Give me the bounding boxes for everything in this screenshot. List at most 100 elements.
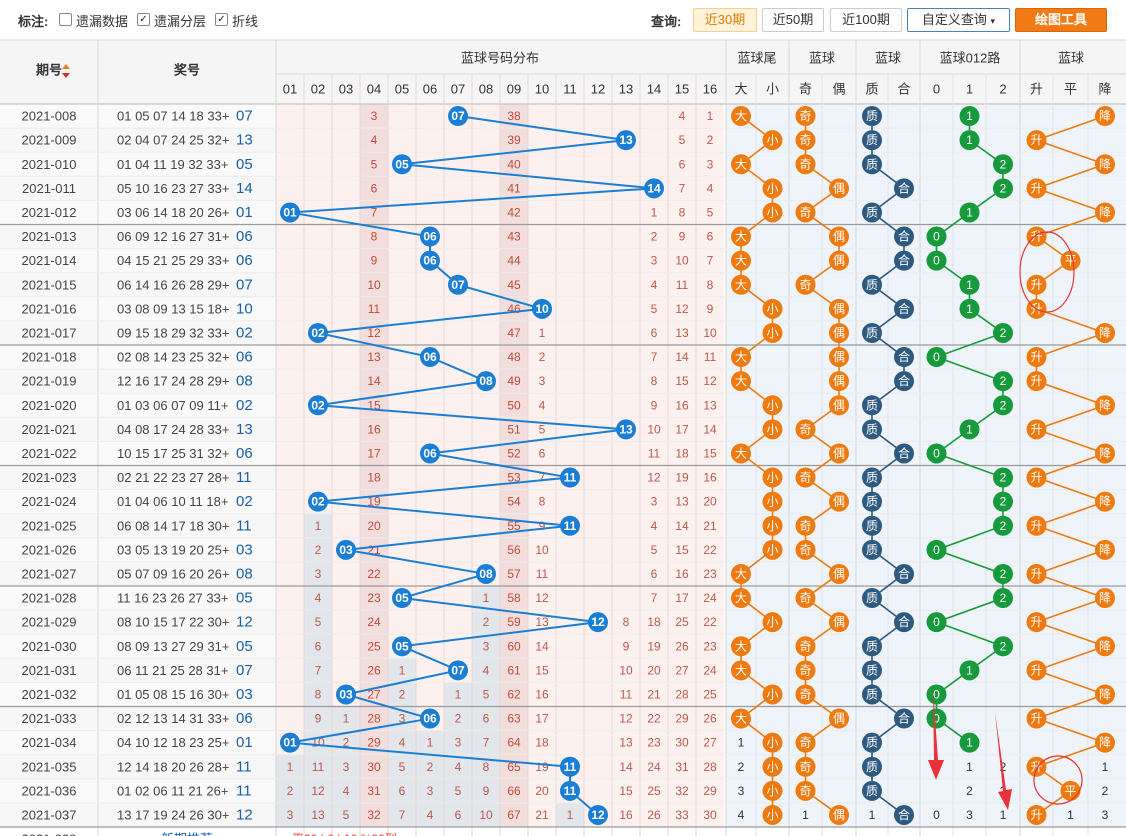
annotation-ellipse: [1033, 755, 1083, 805]
missing-layer-checkbox[interactable]: ✓: [137, 13, 150, 26]
blue-ball-label: 01: [283, 205, 297, 219]
trend-marker: [1026, 274, 1047, 295]
blue-ball-number: 13: [236, 421, 253, 438]
oe-label: 偶: [833, 446, 845, 460]
missing-count: 5: [455, 784, 462, 798]
prize-cell: 08 10 15 17 22 30+ 12: [117, 614, 253, 631]
oe-label: 奇: [799, 639, 811, 653]
missing-count: 26: [703, 712, 717, 726]
missing-count: 4: [427, 808, 434, 822]
tail-marker: [762, 202, 783, 223]
oe-label: 奇: [799, 736, 811, 750]
period-cell: 2021-013: [22, 229, 77, 244]
missing-layer-cell: [332, 778, 360, 803]
period-cell: 2021-027: [22, 566, 77, 581]
tail-col-header: 大: [734, 82, 747, 97]
missing-count: 7: [539, 471, 546, 485]
prize-cell: 03 08 09 13 15 18+ 10: [117, 300, 253, 317]
r012-label: 0: [933, 254, 940, 268]
missing-layer-cell: [304, 706, 332, 731]
blue-ball-number: 11: [236, 469, 252, 486]
missing-count: 12: [367, 326, 381, 340]
trend-label: 升: [1030, 181, 1042, 195]
blue-ball-label: 13: [619, 422, 633, 436]
missing-count: 4: [539, 398, 546, 412]
missing-count: 5: [651, 302, 658, 316]
oe-label: 奇: [799, 591, 811, 605]
missing-count: 9: [679, 230, 686, 244]
trend-label: 降: [1099, 591, 1111, 605]
missing-count: 10: [479, 808, 493, 822]
missing-count: 30: [675, 736, 689, 750]
range-30-button[interactable]: 近30期: [693, 8, 757, 32]
draw-tool-button[interactable]: 绘图工具: [1015, 8, 1107, 32]
custom-query-dropdown[interactable]: 自定义查询 ▾: [907, 8, 1010, 32]
blue-ball-marker: [420, 708, 440, 729]
tail-marker: [731, 443, 751, 464]
r012-col-header: 1: [966, 82, 973, 97]
missing-layer-cell: [472, 706, 500, 731]
header-bg: [0, 40, 1126, 104]
pc-marker: [894, 250, 914, 271]
pc-label: 合: [898, 373, 910, 388]
missing-count: 4: [651, 278, 658, 292]
row-bg: [0, 778, 276, 803]
missing-count: 9: [707, 302, 714, 316]
prize-cell: 01 04 11 19 32 33+ 05: [117, 156, 253, 173]
period-cell: 2021-028: [22, 591, 77, 606]
trend-marker: [1095, 443, 1115, 464]
tail-label: 大: [735, 567, 747, 581]
missing-count: 16: [675, 398, 689, 412]
period-cell: 2021-026: [22, 542, 77, 557]
oe-marker: [829, 298, 849, 319]
pc-label: 合: [898, 566, 910, 581]
period-cell: 2021-034: [22, 735, 77, 750]
r012-marker: [993, 154, 1013, 175]
tail-label: 大: [735, 157, 747, 171]
trend-marker: [1095, 732, 1115, 753]
tail-label: 小: [766, 181, 778, 195]
row-bg: [0, 176, 276, 201]
sort-down-icon: [62, 73, 70, 78]
r012-marker: [993, 515, 1013, 536]
partial-prize: 新期推荐: [161, 832, 213, 836]
tail-marker: [731, 708, 751, 729]
pc-label: 质: [866, 278, 878, 292]
r012-label: 2: [1000, 157, 1007, 171]
oe-label: 偶: [833, 398, 845, 412]
r012-count: 0: [933, 808, 940, 822]
polyline-checkbox[interactable]: ✓: [215, 13, 228, 26]
period-cell: 2021-016: [22, 301, 77, 316]
missing-layer-cell: [304, 658, 332, 683]
blue-ball-number: 06: [236, 252, 253, 269]
range-100-button[interactable]: 近100期: [830, 8, 902, 32]
red-balls: 03 06 14 18 20 26+: [117, 205, 229, 220]
trend-marker: [1026, 226, 1047, 247]
missing-count: 8: [679, 205, 686, 219]
row-bg: [0, 802, 276, 827]
trend-label: 升: [1030, 567, 1042, 581]
r012-marker: [959, 660, 980, 681]
red-balls: 05 07 09 16 20 26+: [117, 566, 229, 581]
period-cell: 2021-029: [22, 615, 77, 630]
missing-count: 28: [703, 760, 717, 774]
r012-label: 2: [1000, 495, 1007, 509]
missing-data-checkbox[interactable]: [59, 13, 72, 26]
tail-label: 小: [766, 326, 778, 340]
trend-label: 平: [1064, 784, 1076, 798]
pc-marker: [894, 708, 914, 729]
pc-label: 合: [898, 253, 910, 268]
missing-count: 33: [675, 808, 689, 822]
missing-count: 49: [507, 374, 521, 388]
missing-count: 25: [703, 687, 717, 701]
red-balls: 12 14 18 20 26 28+: [117, 759, 229, 774]
trend-marker: [1026, 130, 1047, 151]
missing-layer-cell: [444, 730, 472, 755]
tail-label: 大: [735, 591, 747, 605]
missing-count: 7: [651, 350, 658, 364]
pc-label: 合: [898, 301, 910, 316]
trend-label: 降: [1099, 157, 1111, 171]
trend-label: 降: [1099, 736, 1111, 750]
missing-count: 10: [535, 543, 549, 557]
range-50-button[interactable]: 近50期: [762, 8, 824, 32]
